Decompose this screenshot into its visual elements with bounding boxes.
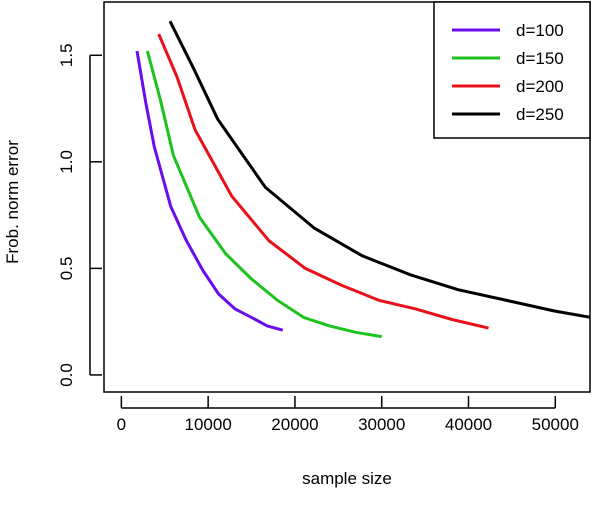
x-tick-label: 0 [117,415,126,434]
y-tick-label: 1.0 [57,150,76,174]
y-tick-label: 1.5 [57,43,76,67]
y-axis: 0.0 0.5 1.0 1.5 [57,43,102,387]
y-axis-label: Frob. norm error [3,140,22,264]
y-tick-label: 0.5 [57,257,76,281]
legend-label: d=150 [516,49,564,68]
x-tick-label: 30000 [358,415,405,434]
series-line-d-250 [168,20,590,319]
series-line-d-150 [145,50,382,339]
legend-label: d=250 [516,105,564,124]
legend-box [433,1,591,139]
y-tick-label: 0.0 [57,363,76,387]
x-tick-label: 40000 [445,415,492,434]
series-line-d-100 [135,50,284,332]
x-axis-label: sample size [302,469,392,488]
x-axis: 0 10000 20000 30000 40000 50000 [117,396,579,434]
series-line-d-200 [157,33,489,330]
plot-frame [103,1,591,393]
legend: d=100 d=150 d=200 d=250 [433,1,591,139]
x-tick-label: 10000 [185,415,232,434]
legend-label: d=100 [516,21,564,40]
legend-label: d=200 [516,77,564,96]
x-tick-label: 20000 [271,415,318,434]
series-layer [135,20,590,339]
x-tick-label: 50000 [532,415,579,434]
